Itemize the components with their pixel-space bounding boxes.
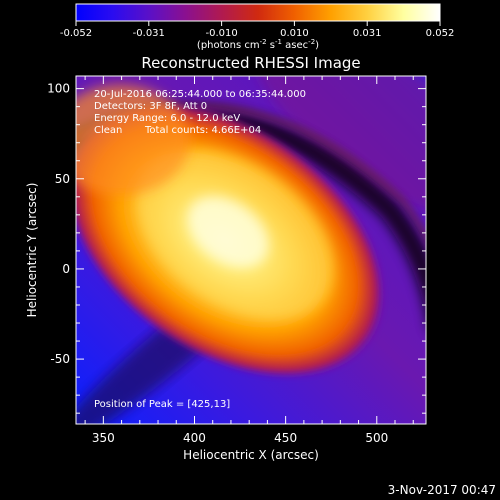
colorbar-tick-label: -0.052 xyxy=(60,28,92,39)
annotation-detectors: Detectors: 3F 8F, Att 0 xyxy=(94,101,207,112)
y-tick-label: 0 xyxy=(62,262,70,276)
x-tick-label: 500 xyxy=(365,431,388,445)
colorbar-ticks: -0.052 -0.031 -0.010 0.010 0.031 0.052 xyxy=(60,21,454,39)
y-tick-label: -50 xyxy=(50,352,70,366)
x-tick-label: 400 xyxy=(183,431,206,445)
annotation-time: 20-Jul-2016 06:25:44.000 to 06:35:44.000 xyxy=(94,89,306,100)
colorbar-unit-label: (photons cm-2 s-1 asec-2) xyxy=(197,38,319,51)
y-axis: 100 50 0 -50 xyxy=(47,82,426,414)
colorbar-tick-label: -0.031 xyxy=(133,28,165,39)
colorbar-tick-label: -0.010 xyxy=(205,28,237,39)
footer-date: 3-Nov-2017 00:47 xyxy=(388,483,496,497)
colorbar-tick-label: 0.052 xyxy=(426,28,455,39)
y-tick-label: 100 xyxy=(47,82,70,96)
peak-position-label: Position of Peak = [425,13] xyxy=(94,399,230,410)
x-axis-label: Heliocentric X (arcsec) xyxy=(183,448,319,462)
x-tick-label: 450 xyxy=(274,431,297,445)
heatmap-image xyxy=(76,76,426,424)
annotation-block: 20-Jul-2016 06:25:44.000 to 06:35:44.000… xyxy=(94,89,306,136)
y-tick-label: 50 xyxy=(55,172,70,186)
annotation-counts: Total counts: 4.66E+04 xyxy=(144,125,261,136)
y-axis-label: Heliocentric Y (arcsec) xyxy=(25,183,39,318)
x-tick-label: 350 xyxy=(92,431,115,445)
colorbar-tick-label: 0.031 xyxy=(353,28,382,39)
x-axis: 350 400 450 500 xyxy=(84,76,414,445)
annotation-energy: Energy Range: 6.0 - 12.0 keV xyxy=(94,113,240,124)
colorbar xyxy=(75,3,441,22)
annotation-clean: Clean xyxy=(94,125,122,136)
plot-frame xyxy=(75,75,427,425)
colorbar-tick-label: 0.010 xyxy=(280,28,309,39)
chart-title: Reconstructed RHESSI Image xyxy=(141,54,360,72)
